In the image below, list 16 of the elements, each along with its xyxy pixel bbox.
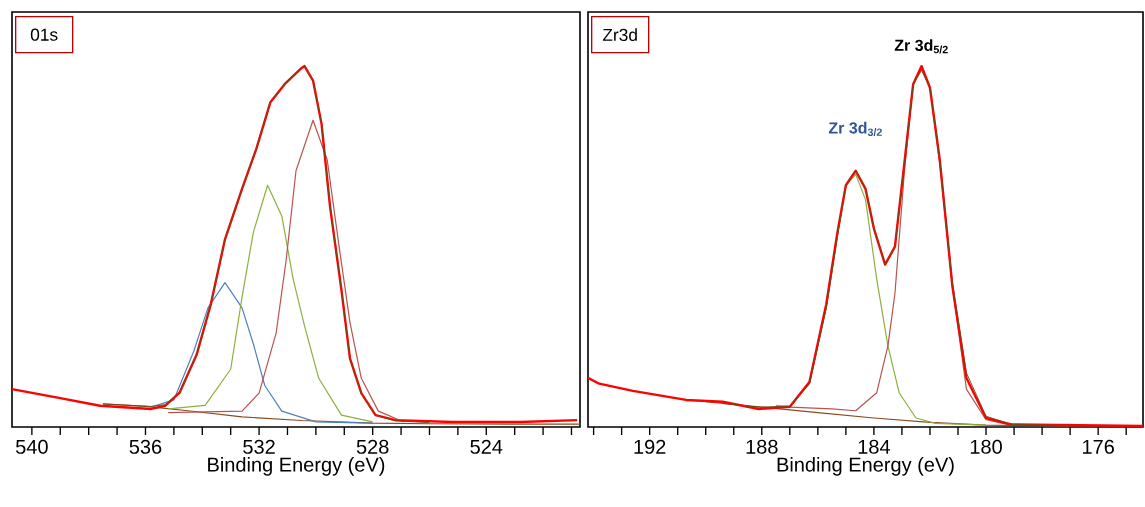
x-tick-label: 192 [634, 439, 666, 454]
x-tick-label: 540 [15, 439, 48, 454]
x-tick-label: 176 [1083, 439, 1114, 454]
x-tick-label: 536 [129, 439, 162, 454]
x-tick-label: 184 [858, 439, 891, 454]
x-tick-label: 188 [746, 439, 778, 454]
chart-title: Zr3d [602, 28, 637, 42]
x-tick-label: 532 [243, 439, 275, 454]
chart-title: 01s [30, 28, 58, 41]
x-tick-label: 180 [970, 439, 1002, 454]
x-axis-title: Binding Energy (eV) [208, 457, 385, 476]
x-tick-label: 528 [356, 439, 389, 454]
x-axis-title: Binding Energy (eV) [777, 457, 954, 476]
x-tick-label: 524 [470, 439, 503, 454]
annotation: Zr 3d$_{5/2}$ [894, 39, 948, 54]
annotation: Zr 3d$_{3/2}$ [828, 121, 882, 137]
